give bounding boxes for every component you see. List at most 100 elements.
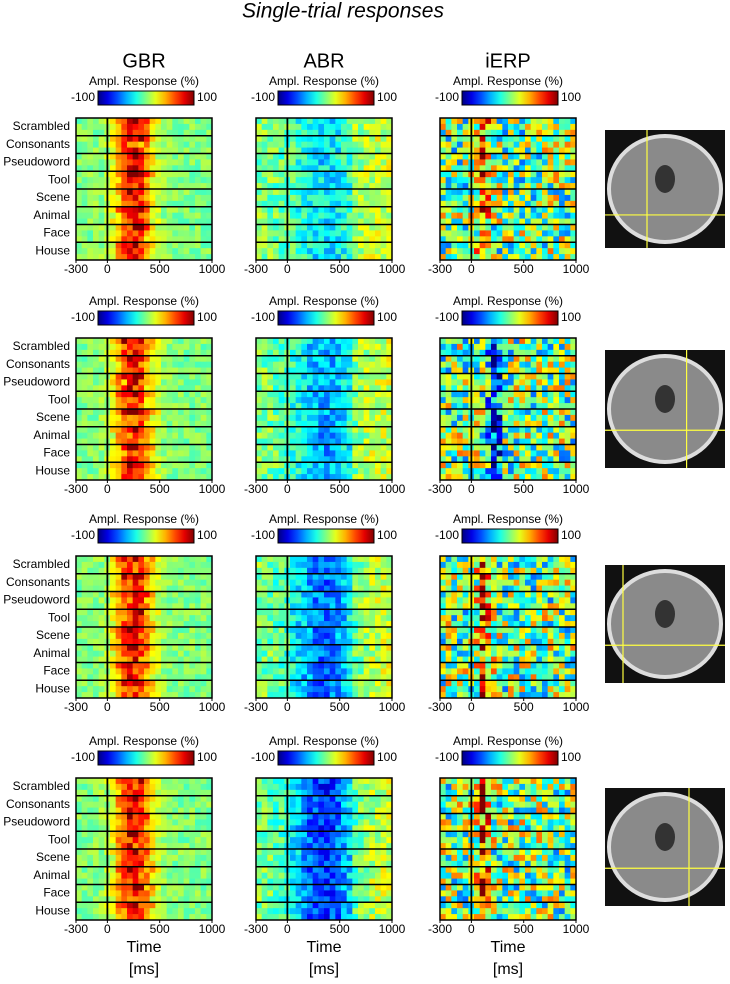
heatmap-cell [307,450,314,457]
heatmap-cell [525,177,532,184]
heatmap-cell [200,668,207,675]
heatmap-cell [138,627,145,634]
heatmap-cell [335,414,342,422]
heatmap-cell [127,385,134,392]
heatmap-cell [508,397,515,404]
heatmap-cell [93,189,100,196]
heatmap-cell [290,579,297,586]
heatmap-cell [513,579,520,586]
heatmap-cell [138,242,145,249]
heatmap-cell [121,236,128,243]
heatmap-cell [178,189,185,196]
heatmap-cell [485,236,492,243]
heatmap-cell [81,414,88,422]
heatmap-cell [93,385,100,392]
heatmap-cell [508,242,515,249]
heatmap-cell [386,147,393,154]
heatmap-cell [536,367,543,374]
heatmap-cell [149,686,156,693]
heatmap-cell [87,556,94,563]
heatmap-cell [166,343,173,351]
heatmap-cell [256,147,263,154]
heatmap-cell [261,254,268,261]
heatmap-cell [346,621,353,628]
heatmap-cell [547,118,554,125]
heatmap-cell [352,567,359,575]
heatmap-cell [553,426,560,434]
heatmap-cell [127,349,134,357]
heatmap-cell [183,680,190,687]
heatmap-cell [570,355,577,363]
heatmap-cell [183,403,190,410]
heatmap-cell [121,177,128,184]
heatmap-cell [485,561,492,569]
heatmap-cell [87,615,94,622]
heatmap-cell [206,183,213,190]
heatmap-cell [93,367,100,374]
heatmap-cell [278,632,285,640]
heatmap-cell [451,159,458,166]
heatmap-cell [502,242,509,249]
heatmap-cell [132,556,139,563]
heatmap-cell [278,621,285,628]
heatmap-cell [496,206,503,214]
heatmap-cell [98,609,105,616]
heatmap-cell [295,556,302,563]
heatmap-cell [457,561,464,569]
heatmap-cell [132,361,139,368]
heatmap-cell [525,147,532,154]
heatmap-cell [352,361,359,368]
heatmap-cell [440,373,447,380]
heatmap-cell [369,474,376,481]
heatmap-cell [386,414,393,422]
heatmap-cell [110,662,117,669]
heatmap-cell [178,236,185,243]
heatmap-cell [161,123,168,131]
heatmap-cell [178,177,185,184]
heatmap-cell [559,585,566,592]
heatmap-cell [363,135,370,143]
heatmap-cell [161,141,168,148]
heatmap-cell [76,462,83,469]
heatmap-cell [87,692,94,699]
heatmap-cell [76,218,83,225]
heatmap-cell [115,468,122,475]
heatmap-cell [324,621,331,628]
heatmap-cell [144,141,151,148]
heatmap-cell [115,692,122,699]
heatmap-cell [261,462,268,469]
heatmap-cell [462,177,469,184]
heatmap-cell [530,118,537,125]
heatmap-cell [127,224,134,231]
heatmap-cell [138,254,145,261]
heatmap-cell [462,224,469,231]
heatmap-cell [195,680,202,687]
heatmap-cell [127,218,134,225]
heatmap-cell [81,420,88,428]
heatmap-cell [445,224,452,231]
heatmap-cell [178,200,185,208]
x-tick-label: -300 [428,482,452,496]
heatmap-cell [369,385,376,392]
heatmap-cell [542,123,549,131]
heatmap-cell [525,573,532,581]
heatmap-cell [312,189,319,196]
heatmap-cell [369,403,376,410]
heatmap-cell [491,432,498,439]
heatmap-cell [375,680,382,687]
heatmap-cell [132,615,139,622]
heatmap-cell [502,177,509,184]
heatmap-cell [301,686,308,693]
heatmap-cell [440,153,447,160]
heatmap-cell [290,367,297,374]
heatmap-cell [485,123,492,131]
heatmap-cell [386,474,393,481]
heatmap-cell [312,254,319,261]
heatmap-cell [87,397,94,404]
heatmap-cell [87,242,94,249]
heatmap-cell [445,379,452,386]
heatmap-cell [76,680,83,687]
heatmap-cell [329,444,336,451]
heatmap-cell [144,444,151,451]
heatmap-cell [445,165,452,172]
